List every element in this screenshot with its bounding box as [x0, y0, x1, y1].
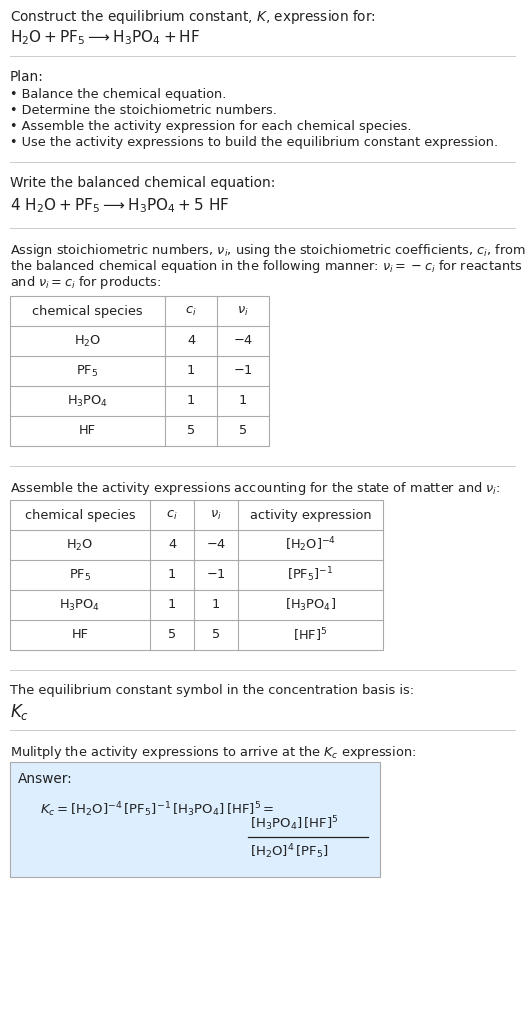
Text: $\mathrm{PF_5}$: $\mathrm{PF_5}$: [76, 364, 99, 379]
Text: 1: 1: [212, 599, 220, 611]
Text: $\mathrm{H_3PO_4}$: $\mathrm{H_3PO_4}$: [67, 394, 108, 409]
Text: $\mathrm{H_2O}$: $\mathrm{H_2O}$: [66, 537, 93, 552]
Text: Plan:: Plan:: [10, 70, 44, 84]
Text: 1: 1: [168, 599, 176, 611]
Text: HF: HF: [79, 424, 96, 437]
Text: 1: 1: [187, 365, 195, 378]
Text: $[\mathrm{H_3PO_4}]\,[\mathrm{HF}]^5$: $[\mathrm{H_3PO_4}]\,[\mathrm{HF}]^5$: [250, 815, 339, 833]
Text: $\mathrm{H_3PO_4}$: $\mathrm{H_3PO_4}$: [59, 598, 101, 612]
Text: $-4$: $-4$: [233, 334, 253, 347]
Text: 5: 5: [212, 628, 220, 641]
Text: $c_i$: $c_i$: [166, 508, 178, 521]
Text: $[\mathrm{HF}]^5$: $[\mathrm{HF}]^5$: [293, 626, 328, 643]
Text: $\nu_i$: $\nu_i$: [237, 304, 249, 317]
Text: Assign stoichiometric numbers, $\nu_i$, using the stoichiometric coefficients, $: Assign stoichiometric numbers, $\nu_i$, …: [10, 242, 525, 259]
Text: 4: 4: [168, 538, 176, 551]
Text: $[\mathrm{H_3PO_4}]$: $[\mathrm{H_3PO_4}]$: [285, 597, 336, 613]
Text: chemical species: chemical species: [25, 508, 135, 521]
Text: $[\mathrm{PF_5}]^{-1}$: $[\mathrm{PF_5}]^{-1}$: [288, 566, 333, 585]
Text: $\nu_i$: $\nu_i$: [210, 508, 222, 521]
Text: $\mathrm{H_2O + PF_5 \longrightarrow H_3PO_4 + HF}$: $\mathrm{H_2O + PF_5 \longrightarrow H_3…: [10, 28, 200, 46]
Text: Answer:: Answer:: [18, 772, 73, 786]
Text: HF: HF: [71, 628, 89, 641]
Text: 5: 5: [168, 628, 176, 641]
Text: $[\mathrm{H_2O}]^{-4}$: $[\mathrm{H_2O}]^{-4}$: [285, 535, 336, 554]
Text: 1: 1: [187, 395, 195, 407]
Text: Mulitply the activity expressions to arrive at the $K_c$ expression:: Mulitply the activity expressions to arr…: [10, 744, 416, 761]
Text: 5: 5: [239, 424, 247, 437]
Text: $4\ \mathrm{H_2O + PF_5 \longrightarrow H_3PO_4 + 5\ HF}$: $4\ \mathrm{H_2O + PF_5 \longrightarrow …: [10, 196, 229, 215]
Text: $[\mathrm{H_2O}]^4\,[\mathrm{PF_5}]$: $[\mathrm{H_2O}]^4\,[\mathrm{PF_5}]$: [250, 842, 329, 862]
Text: $\mathrm{H_2O}$: $\mathrm{H_2O}$: [74, 333, 101, 348]
Text: 1: 1: [239, 395, 247, 407]
Text: The equilibrium constant symbol in the concentration basis is:: The equilibrium constant symbol in the c…: [10, 684, 414, 697]
Text: Write the balanced chemical equation:: Write the balanced chemical equation:: [10, 176, 276, 190]
Text: $K_c$: $K_c$: [10, 702, 29, 722]
Text: $\mathrm{PF_5}$: $\mathrm{PF_5}$: [69, 568, 91, 583]
Text: $-4$: $-4$: [206, 538, 226, 551]
Text: • Use the activity expressions to build the equilibrium constant expression.: • Use the activity expressions to build …: [10, 136, 498, 149]
Text: • Assemble the activity expression for each chemical species.: • Assemble the activity expression for e…: [10, 120, 412, 133]
Text: 1: 1: [168, 569, 176, 582]
Text: $-1$: $-1$: [233, 365, 253, 378]
Text: Assemble the activity expressions accounting for the state of matter and $\nu_i$: Assemble the activity expressions accoun…: [10, 480, 500, 497]
Text: chemical species: chemical species: [32, 304, 143, 317]
Text: • Determine the stoichiometric numbers.: • Determine the stoichiometric numbers.: [10, 104, 277, 117]
Bar: [10, 296, 269, 446]
Text: activity expression: activity expression: [250, 508, 371, 521]
Text: $K_c = [\mathrm{H_2O}]^{-4}\,[\mathrm{PF_5}]^{-1}\,[\mathrm{H_3PO_4}]\,[\mathrm{: $K_c = [\mathrm{H_2O}]^{-4}\,[\mathrm{PF…: [40, 800, 275, 819]
Bar: [10, 500, 383, 650]
Text: 4: 4: [187, 334, 195, 347]
Text: $c_i$: $c_i$: [185, 304, 197, 317]
Text: 5: 5: [187, 424, 195, 437]
Text: the balanced chemical equation in the following manner: $\nu_i = -c_i$ for react: the balanced chemical equation in the fo…: [10, 258, 522, 275]
Text: • Balance the chemical equation.: • Balance the chemical equation.: [10, 88, 226, 101]
FancyBboxPatch shape: [10, 762, 380, 877]
Text: $-1$: $-1$: [206, 569, 226, 582]
Text: Construct the equilibrium constant, $K$, expression for:: Construct the equilibrium constant, $K$,…: [10, 8, 376, 26]
Text: and $\nu_i = c_i$ for products:: and $\nu_i = c_i$ for products:: [10, 274, 161, 291]
